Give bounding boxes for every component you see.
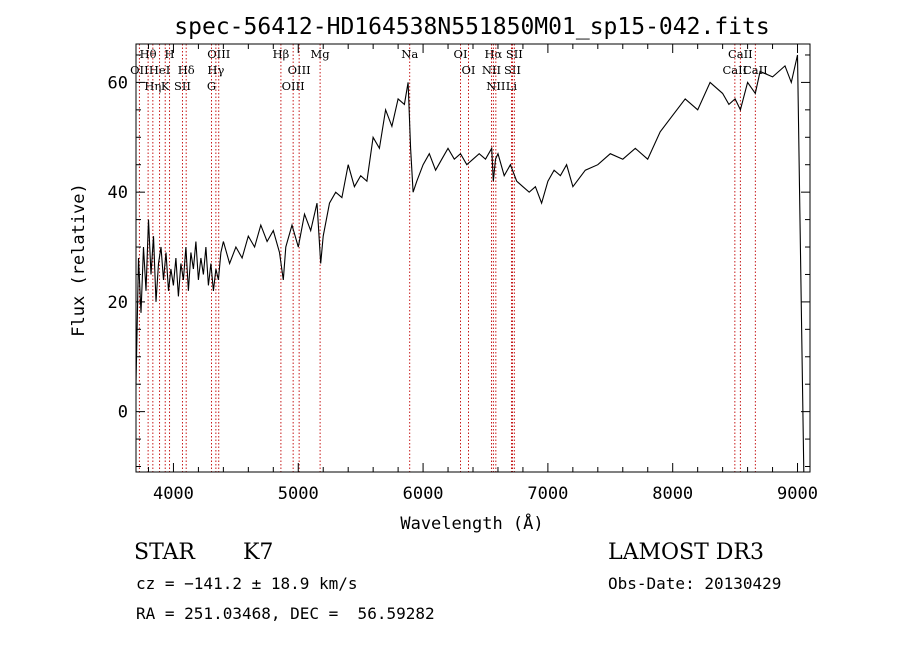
x-axis: 4000 5000 6000 7000 8000 9000 [147,44,818,504]
line-label-17: OI [462,63,476,77]
object-subclass: K7 [243,540,274,565]
line-label-23: SII [506,47,523,61]
line-label-0: Hθ [140,47,157,61]
line-label-25: CaII [722,63,747,77]
line-label-13: OIII [282,79,305,93]
sky-coordinates: RA = 251.03468, DEC = 56.59282 [136,604,435,623]
x-tick-label: 9000 [777,484,818,504]
y-axis-label: Flux (relative) [69,183,89,337]
plot-frame [135,43,811,473]
line-label-4: K [161,79,170,93]
x-tick-label: 4000 [153,484,194,504]
redshift-velocity: cz = −141.2 ± 18.9 km/s [136,574,358,593]
spectrum-chart: spec-56412-HD164538N551850M01_sp15-042.f… [69,14,818,534]
line-label-21: SII [504,63,521,77]
line-label-3: Hη [144,79,161,93]
object-class: STAR [134,540,195,565]
line-label-8: OIII [207,47,230,61]
line-label-10: G [207,79,216,93]
observation-date: Obs-Date: 20130429 [608,574,782,593]
y-axis: 0 20 40 60 [108,54,810,468]
survey-name: LAMOST DR3 [608,540,764,565]
line-label-22: Li [506,79,518,93]
line-label-20: NII [486,79,505,93]
chart-title: spec-56412-HD164538N551850M01_sp15-042.f… [174,14,769,40]
line-label-14: Mg [311,47,331,61]
line-label-12: OIII [288,63,311,77]
line-label-18: Hα [484,47,502,61]
line-label-1: OII [130,63,149,77]
y-tick-label: 40 [108,183,128,203]
y-tick-label: 20 [108,293,128,313]
line-label-2: HeI [149,63,170,77]
x-tick-label: 6000 [403,484,444,504]
flux-series-line [135,54,805,473]
y-tick-label: 0 [118,403,128,423]
y-tick-label: 60 [108,73,128,93]
line-label-11: Hβ [273,47,290,61]
line-label-19: NII [482,63,501,77]
line-label-7: SII [174,79,191,93]
x-tick-label: 8000 [652,484,693,504]
line-label-24: CaII [728,47,753,61]
line-label-15: Na [401,47,418,61]
x-tick-label: 7000 [527,484,568,504]
line-label-9: Hγ [207,63,224,77]
line-label-5: H [165,47,175,61]
x-tick-label: 5000 [278,484,319,504]
line-label-16: OI [454,47,468,61]
x-axis-label: Wavelength (Å) [400,512,543,534]
line-label-26: CaII [743,63,768,77]
line-label-6: Hδ [178,63,195,77]
